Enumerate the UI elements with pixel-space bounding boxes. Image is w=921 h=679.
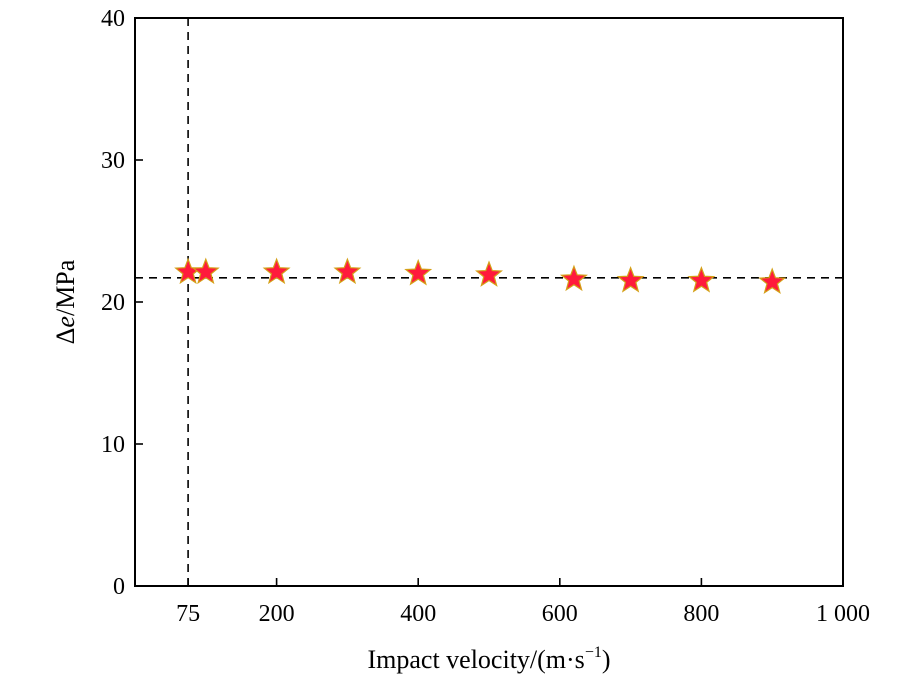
x-tick-label: 200	[259, 601, 295, 627]
data-point-star	[475, 260, 503, 287]
y-axis-title-italic: e	[51, 316, 80, 328]
y-tick-label: 40	[101, 6, 125, 32]
x-tick-label: 600	[542, 601, 578, 627]
x-tick-label: 1 000	[816, 601, 870, 627]
data-point-star	[262, 257, 291, 285]
x-tick-label: 800	[683, 601, 719, 627]
data-point-star	[404, 258, 433, 286]
data-point-star	[758, 267, 787, 295]
y-tick-label: 0	[113, 574, 125, 600]
x-axis-title-suffix: )	[602, 645, 611, 674]
x-tick-label: 75	[176, 601, 200, 627]
y-axis-title: Δe/MPa	[51, 259, 80, 344]
plot-frame	[134, 17, 844, 587]
y-tick-label: 20	[101, 290, 125, 316]
data-points	[174, 257, 787, 295]
y-tick-label: 30	[101, 148, 125, 174]
reference-lines	[135, 18, 843, 586]
data-point-star	[191, 257, 220, 285]
x-axis: 75 200 400 600 800 1 000	[176, 578, 870, 627]
data-point-star	[687, 266, 716, 293]
x-axis-title-superscript: −1	[585, 644, 602, 661]
y-tick-label: 10	[101, 432, 125, 458]
y-axis: 0 10 20 30 40	[101, 6, 143, 600]
x-axis-title: Impact velocity/(m·s−1)	[367, 644, 610, 674]
x-tick-label: 400	[400, 601, 436, 627]
data-point-star	[559, 264, 588, 292]
data-point-star	[616, 266, 645, 293]
data-point-star	[333, 257, 362, 285]
